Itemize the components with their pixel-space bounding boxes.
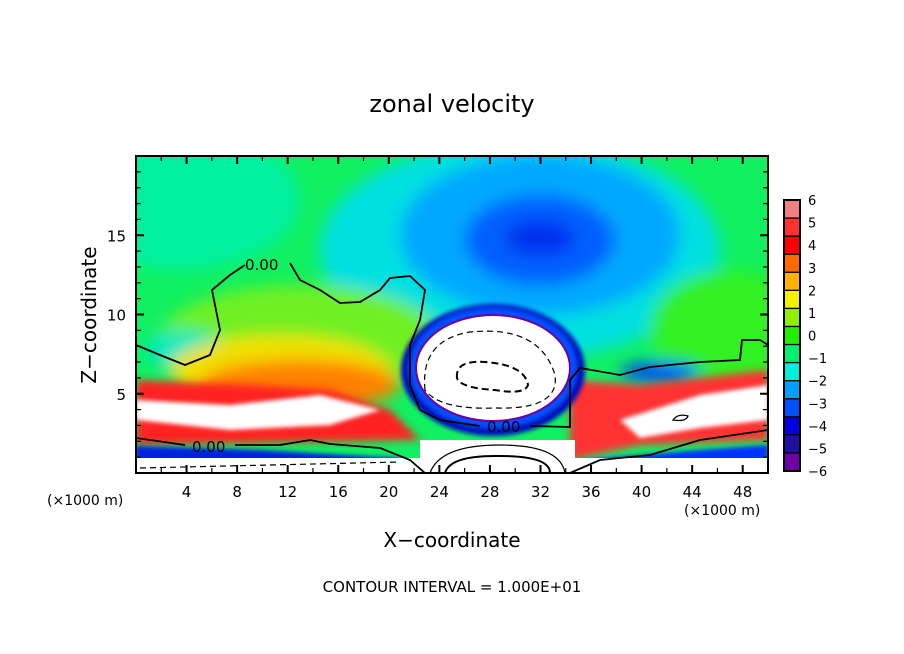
axis-ticks	[136, 156, 768, 473]
y-tick-label: 15	[107, 227, 126, 245]
contour-interval-footer: CONTOUR INTERVAL = 1.000E+01	[323, 578, 582, 596]
colorbar-labels: 6 5 4 3 2 1 0 −1 −2 −3 −4 −5 −6	[808, 194, 827, 480]
chart-title: zonal velocity	[369, 90, 534, 118]
x-tick-label: 48	[733, 483, 752, 501]
colorbar-frame	[783, 199, 801, 472]
contour-zero-upper	[136, 262, 768, 428]
x-tick-label: 28	[480, 483, 499, 501]
x-tick-label: 24	[430, 483, 449, 501]
colorbar-segment	[784, 272, 800, 291]
contour-lower-cell-1	[429, 444, 566, 473]
contour-lower-cell-2	[444, 454, 551, 473]
contour-dashed-bottom	[139, 461, 401, 469]
colorbar-label: 3	[808, 262, 816, 277]
y-axis-label: Z−coordinate	[77, 246, 101, 383]
colorbar-segment	[784, 308, 800, 327]
colorbar-segment	[784, 254, 800, 273]
x-unit-right: (×1000 m)	[684, 503, 760, 519]
colorbar-label: 0	[808, 330, 816, 345]
colorbar-segment	[784, 290, 800, 309]
y-tick-label: 10	[107, 307, 126, 325]
contour-label-middle: 0.00	[487, 418, 520, 436]
colorbar-segment	[784, 416, 800, 436]
colorbar-label: 4	[808, 239, 816, 254]
colorbar-segment	[784, 452, 800, 472]
contour-label-lower: 0.00	[192, 438, 225, 456]
colorbar-segment	[784, 344, 800, 364]
colorbar-segment	[784, 200, 800, 219]
plot-area: 0.00 0.00 0.00	[136, 156, 768, 473]
x-tick-label: 32	[531, 483, 550, 501]
contour-small-loop	[671, 414, 689, 422]
field-band-right-white	[620, 385, 768, 438]
colorbar-label: 1	[808, 307, 816, 322]
colorbar-label: −1	[808, 352, 827, 367]
field-region-upper-left-seagreen	[136, 156, 300, 270]
colorbar-segment	[784, 434, 800, 454]
x-tick-label: 36	[581, 483, 600, 501]
colorbar-segment	[784, 398, 800, 418]
y-tick-labels: 5 10 15	[107, 227, 126, 404]
colorbar-segment	[784, 218, 800, 237]
x-tick-label: 12	[278, 483, 297, 501]
contour-dashed-inner	[455, 360, 530, 393]
colorbar	[783, 199, 801, 472]
x-axis-label: X−coordinate	[383, 528, 520, 552]
colorbar-segment	[784, 362, 800, 382]
x-tick-label: 8	[232, 483, 242, 501]
contour-labels: 0.00 0.00 0.00	[192, 256, 520, 456]
colorbar-label: −6	[808, 465, 827, 480]
colorbar-segment	[784, 326, 800, 346]
x-tick-label: 16	[329, 483, 348, 501]
colorbar-label: −4	[808, 420, 827, 435]
colorbar-label: −5	[808, 442, 827, 457]
colorbar-label: −3	[808, 397, 827, 412]
x-tick-label: 40	[632, 483, 651, 501]
field-region-right-blue-streak	[620, 362, 700, 382]
x-unit-left: (×1000 m)	[47, 493, 123, 509]
colorbar-label: −2	[808, 375, 827, 390]
x-tick-label: 4	[182, 483, 192, 501]
colorbar-label: 2	[808, 284, 816, 299]
colorbar-label: 6	[808, 194, 816, 209]
x-tick-label: 20	[379, 483, 398, 501]
x-tick-labels: 4 8 12 16 20 24 28 32 36 40 44 48	[182, 483, 752, 501]
colorbar-label: 5	[808, 217, 816, 232]
y-tick-label: 5	[116, 386, 126, 404]
field-region-blue-min	[505, 220, 575, 256]
x-tick-label: 44	[683, 483, 702, 501]
contour-zero-lower	[136, 429, 768, 473]
field-band-lower-white	[136, 395, 380, 430]
contour-label-upper: 0.00	[245, 256, 278, 274]
colorbar-segment	[784, 380, 800, 400]
colorbar-segment	[784, 236, 800, 255]
contours	[136, 262, 768, 473]
